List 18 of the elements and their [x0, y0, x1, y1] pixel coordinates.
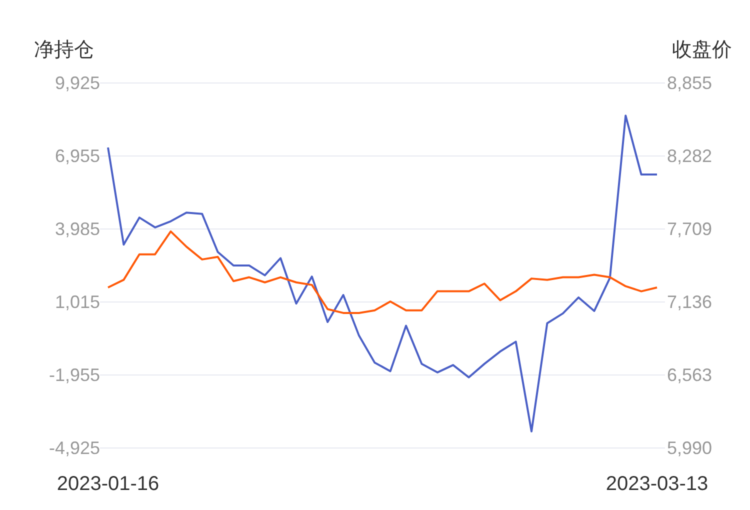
y2-tick-label: 8,855 — [667, 73, 712, 93]
y2-tick-label: 7,709 — [667, 219, 712, 239]
y-tick-label: 1,015 — [54, 292, 100, 312]
y2-axis-title: 收盘价 — [672, 39, 732, 61]
line-series — [107, 114, 658, 432]
y2-tick-label: 6,563 — [667, 365, 712, 385]
x-tick-label: 2023-01-16 — [56, 473, 160, 495]
y-tick-label: -4,925 — [48, 438, 100, 458]
line-series — [107, 230, 658, 314]
y2-tick-label: 7,136 — [667, 292, 712, 312]
y2-tick-label: 5,990 — [667, 438, 712, 458]
y-tick-label: 6,955 — [54, 146, 100, 166]
y-tick-label: 3,985 — [54, 219, 100, 239]
y-axis-title: 净持仓 — [34, 39, 94, 61]
y2-tick-label: 8,282 — [667, 146, 712, 166]
x-tick-label: 2023-03-13 — [606, 473, 708, 495]
y-tick-label: -1,955 — [48, 365, 100, 385]
y-tick-label: 9,925 — [54, 73, 100, 93]
